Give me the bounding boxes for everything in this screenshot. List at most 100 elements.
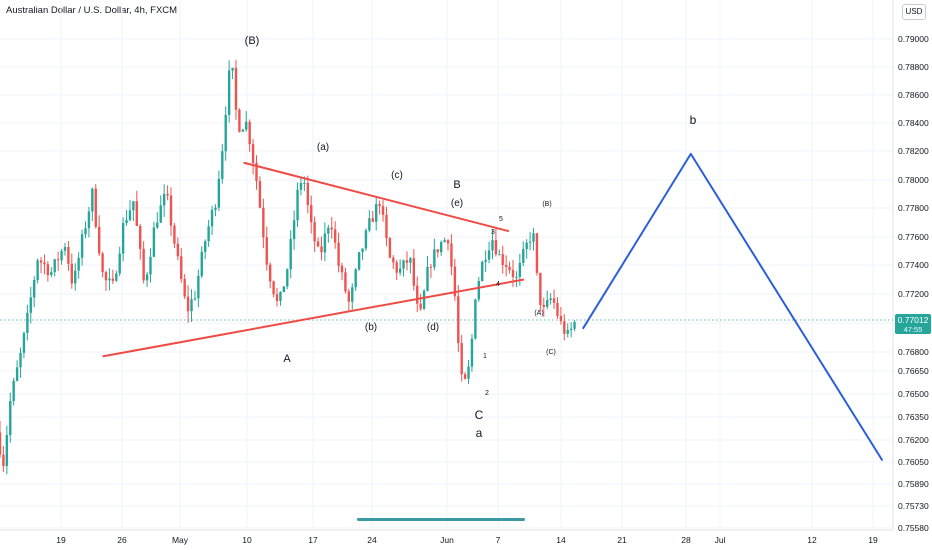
candle-body xyxy=(217,178,221,208)
price-tick-label: 0.75580 xyxy=(898,523,929,533)
candle-body xyxy=(173,225,176,244)
candle-body xyxy=(39,260,43,263)
time-tick-label: 21 xyxy=(617,535,627,545)
candle-body xyxy=(303,182,306,184)
candle-body xyxy=(470,338,474,367)
candle-body xyxy=(200,251,203,276)
candle-body xyxy=(481,261,484,282)
candle-body xyxy=(91,188,94,212)
candle-body xyxy=(546,300,549,307)
wave-label: B xyxy=(453,179,460,191)
candle-body xyxy=(214,207,217,210)
currency-button[interactable]: USD xyxy=(902,4,926,20)
candle-body xyxy=(337,242,340,266)
wave-label: a xyxy=(476,426,483,440)
candle-body xyxy=(412,258,416,286)
candle-body xyxy=(368,218,371,231)
candle-body xyxy=(351,287,354,302)
candle-body xyxy=(306,182,309,205)
price-tick-label: 0.77200 xyxy=(898,289,929,299)
candle-body xyxy=(275,294,279,301)
candle-body xyxy=(67,247,70,264)
candle-body xyxy=(398,268,402,273)
candle-body xyxy=(371,218,374,222)
price-tick-label: 0.76650 xyxy=(898,366,929,376)
candle-body xyxy=(279,292,282,301)
candle-body xyxy=(77,257,80,271)
candle-body xyxy=(224,114,227,152)
candle-body xyxy=(15,367,19,381)
candle-body xyxy=(320,246,323,253)
candle-body xyxy=(405,260,409,263)
candle-body xyxy=(535,233,539,273)
time-scrollbar[interactable] xyxy=(357,518,525,521)
candle-body xyxy=(330,227,333,230)
candle-body xyxy=(357,252,361,270)
candle-body xyxy=(46,264,50,276)
candle-body xyxy=(245,121,248,130)
last-price-countdown: 47:55 xyxy=(904,325,923,334)
candle-body xyxy=(501,254,504,265)
time-tick-label: 26 xyxy=(117,535,127,545)
time-tick-label: 24 xyxy=(367,535,377,545)
candle-body xyxy=(231,67,234,71)
candle-body xyxy=(53,259,56,273)
candle-body xyxy=(316,241,320,247)
candle-body xyxy=(289,239,292,270)
wave-label: A xyxy=(283,353,291,365)
time-tick-label: 17 xyxy=(308,535,318,545)
price-tick-label: 0.76200 xyxy=(898,435,929,445)
candle-body xyxy=(2,454,5,466)
candle-body xyxy=(166,193,169,196)
candle-body xyxy=(392,257,395,263)
price-tick-label: 0.75730 xyxy=(898,501,929,511)
candle-body xyxy=(378,204,381,207)
candle-body xyxy=(63,247,67,251)
candle-body xyxy=(26,312,29,334)
candle-body xyxy=(241,129,245,132)
last-price-marker: 0.77012 47:55 xyxy=(895,314,931,334)
candle-body xyxy=(460,343,463,375)
candle-body xyxy=(515,276,518,278)
candle-body xyxy=(416,285,419,304)
candle-body xyxy=(436,249,439,253)
price-tick-label: 0.78000 xyxy=(898,175,929,185)
price-tick-label: 0.78200 xyxy=(898,146,929,156)
candle-body xyxy=(108,278,111,281)
candle-body xyxy=(262,207,265,238)
candle-body xyxy=(125,220,128,224)
candle-body xyxy=(388,238,392,258)
minor-wave-label: 3 xyxy=(491,229,495,236)
candle-body xyxy=(381,206,385,215)
candle-body xyxy=(569,328,573,330)
candle-body xyxy=(251,144,255,164)
candle-body xyxy=(532,233,535,242)
candle-body xyxy=(74,270,77,284)
wave-label: (e) xyxy=(451,198,463,209)
candle-body xyxy=(248,121,251,145)
candle-body xyxy=(528,241,532,243)
candle-body xyxy=(142,248,145,281)
triangle-upper-trendline xyxy=(243,161,510,233)
candle-body xyxy=(426,266,429,291)
candle-body xyxy=(559,315,563,322)
candle-body xyxy=(176,243,180,257)
wave-label: (a) xyxy=(317,142,329,153)
minor-wave-label: (C) xyxy=(546,349,556,356)
price-tick-label: 0.78800 xyxy=(898,62,929,72)
candle-body xyxy=(282,286,286,293)
candle-body xyxy=(344,272,347,292)
candle-body xyxy=(207,226,210,242)
candle-body xyxy=(313,222,316,242)
time-tick-label: Jun xyxy=(440,535,454,545)
wave-label: (b) xyxy=(365,322,377,333)
candle-body xyxy=(292,220,296,240)
last-price-value: 0.77012 xyxy=(898,315,929,325)
price-tick-label: 0.79000 xyxy=(898,34,929,44)
candle-body xyxy=(539,272,542,305)
candle-body xyxy=(135,201,138,226)
candle-body xyxy=(354,269,357,288)
time-tick-label: 7 xyxy=(496,535,501,545)
candle-body xyxy=(487,250,491,260)
